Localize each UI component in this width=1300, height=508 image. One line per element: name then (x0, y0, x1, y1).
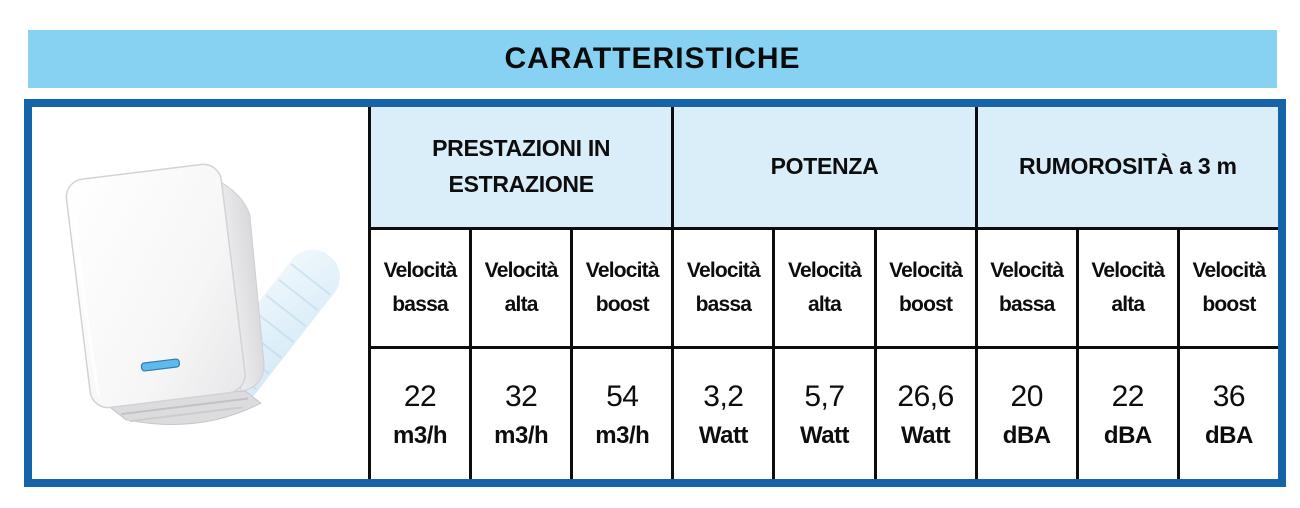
unit: dBA (1205, 421, 1253, 449)
speed-name: alta (1111, 293, 1145, 316)
value: 36 (1212, 380, 1246, 414)
unit: m3/h (494, 421, 549, 449)
col-header-rumorosita-alta: Velocità alta (1078, 230, 1177, 346)
unit: dBA (1002, 421, 1051, 449)
speed-word: Velocità (889, 259, 963, 283)
speed-word: Velocità (1091, 259, 1165, 283)
speed-name: bassa (695, 293, 752, 316)
col-header-estrazione-alta: Velocità alta (472, 230, 571, 346)
group-header-prestazioni: PRESTAZIONI IN ESTRAZIONE (371, 107, 672, 227)
unit: Watt (698, 421, 749, 449)
speed-word: Velocità (990, 259, 1064, 283)
page-title: CARATTERISTICHE (504, 42, 801, 75)
col-header-potenza-boost: Velocità boost (876, 230, 975, 346)
speed-word: Velocità (585, 259, 660, 283)
group-label: POTENZA (770, 153, 879, 180)
led-indicator-icon (140, 358, 181, 372)
speed-word: Velocità (484, 259, 559, 283)
value: 32 (504, 380, 538, 414)
speed-name: bassa (392, 293, 448, 316)
value-cell-estrazione-boost: 54 m3/h (573, 349, 672, 479)
group-header-rumorosita: RUMOROSITÀ a 3 m (977, 107, 1278, 227)
value-cell-rumorosita-bassa: 20 dBA (977, 349, 1076, 479)
col-header-estrazione-boost: Velocità boost (573, 230, 672, 346)
col-header-potenza-bassa: Velocità bassa (674, 230, 773, 346)
speed-name: boost (595, 293, 650, 316)
value: 22 (1111, 380, 1145, 414)
title-banner: CARATTERISTICHE (28, 30, 1277, 88)
speed-word: Velocità (788, 259, 862, 283)
group-label: PRESTAZIONI IN ESTRAZIONE (432, 135, 611, 197)
speed-name: alta (504, 293, 539, 316)
speed-word: Velocità (1192, 259, 1266, 283)
value: 5,7 (804, 380, 845, 414)
unit: Watt (799, 421, 850, 449)
col-header-rumorosita-boost: Velocità boost (1179, 230, 1278, 346)
value: 20 (1010, 380, 1044, 414)
value: 26,6 (897, 380, 954, 414)
value: 22 (403, 380, 437, 414)
col-header-potenza-alta: Velocità alta (775, 230, 874, 346)
value: 3,2 (703, 380, 744, 414)
unit: Watt (901, 421, 951, 449)
speed-word: Velocità (383, 259, 458, 283)
value-cell-estrazione-bassa: 22 m3/h (371, 349, 470, 479)
group-label: RUMOROSITÀ a 3 m (1019, 153, 1237, 180)
speed-word: Velocità (686, 259, 761, 283)
speed-name: bassa (998, 293, 1055, 316)
value-cell-potenza-alta: 5,7 Watt (775, 349, 874, 479)
speed-name: alta (807, 293, 842, 316)
col-header-estrazione-bassa: Velocità bassa (371, 230, 470, 346)
unit: m3/h (393, 421, 448, 449)
value-cell-estrazione-alta: 32 m3/h (472, 349, 571, 479)
ventilation-unit-photo (65, 163, 340, 425)
characteristics-table: PRESTAZIONI IN ESTRAZIONE POTENZA RUMORO… (24, 99, 1286, 487)
value-cell-potenza-bassa: 3,2 Watt (674, 349, 773, 479)
unit: m3/h (595, 421, 650, 449)
unit: dBA (1103, 421, 1152, 449)
value-cell-potenza-boost: 26,6 Watt (876, 349, 975, 479)
value: 54 (606, 380, 639, 414)
speed-name: boost (1202, 293, 1256, 316)
value-cell-rumorosita-alta: 22 dBA (1078, 349, 1177, 479)
unit-body (65, 163, 265, 425)
group-header-potenza: POTENZA (674, 107, 975, 227)
col-header-rumorosita-bassa: Velocità bassa (977, 230, 1076, 346)
product-image-cell (32, 107, 368, 479)
value-cell-rumorosita-boost: 36 dBA (1179, 349, 1278, 479)
speed-name: boost (899, 293, 953, 316)
table-grid: PRESTAZIONI IN ESTRAZIONE POTENZA RUMORO… (32, 107, 1278, 479)
